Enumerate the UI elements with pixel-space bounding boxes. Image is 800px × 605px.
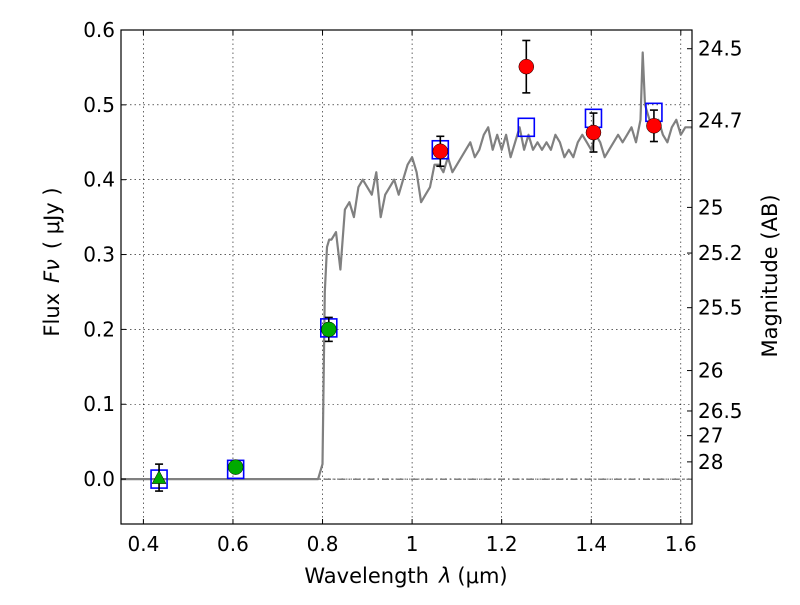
x-axis-label: Wavelength λ (μm): [304, 564, 507, 588]
axis-ticks: [121, 29, 692, 524]
observed-point: [585, 124, 602, 141]
magnitude-tick-label: 26: [698, 359, 723, 383]
magnitude-tick-label: 24.7: [698, 109, 743, 133]
x-tick-label: 0.8: [307, 532, 339, 556]
x-tick-label: 1.6: [665, 532, 697, 556]
model-sed-line: [121, 51, 692, 481]
magnitude-tick-label: 28: [698, 450, 723, 474]
observed-point: [227, 459, 244, 475]
magnitude-tick-label: 24.5: [698, 37, 743, 61]
x-tick-label: 0.4: [127, 532, 159, 556]
magnitude-tick-label: 27: [698, 424, 723, 448]
model-sed-group: [121, 51, 692, 481]
y-tick-label: 0.0: [83, 467, 115, 491]
y-tick-label: 0.5: [83, 93, 115, 117]
y-tick-label: 0.4: [83, 168, 115, 192]
x-tick-label: 1.2: [486, 532, 518, 556]
y-tick-label: 0.1: [83, 392, 115, 416]
magnitude-tick-label: 26.5: [698, 399, 743, 423]
x-tick-label: 0.6: [217, 532, 249, 556]
y-axis-label: FluxFν( μJy ): [40, 187, 64, 336]
right-axis-label: Magnitude (AB): [758, 194, 782, 357]
y-tick-label: 0.2: [83, 317, 115, 341]
x-tick-label: 1: [406, 532, 419, 556]
y-tick-label: 0.6: [83, 18, 115, 42]
observed-point: [151, 470, 167, 484]
x-tick-label: 1.4: [575, 532, 607, 556]
x-tick-labels: 0.4 0.6 0.8 1 1.2 1.4 1.6: [127, 532, 696, 556]
observed-point: [432, 143, 449, 160]
plot-frame: [120, 29, 693, 525]
y-tick-label: 0.3: [83, 243, 115, 267]
observed-point: [321, 321, 337, 338]
y-tick-labels: 0.0 0.1 0.2 0.3 0.4 0.5 0.6: [83, 18, 115, 491]
magnitude-tick-label: 25.5: [698, 296, 743, 320]
observed-points-group: [151, 39, 662, 492]
observed-point: [518, 58, 535, 75]
magnitude-tick-label: 25: [698, 195, 723, 219]
magnitude-tick-label: 25.2: [698, 241, 743, 265]
observed-point: [646, 118, 662, 134]
model-point: [517, 117, 536, 138]
